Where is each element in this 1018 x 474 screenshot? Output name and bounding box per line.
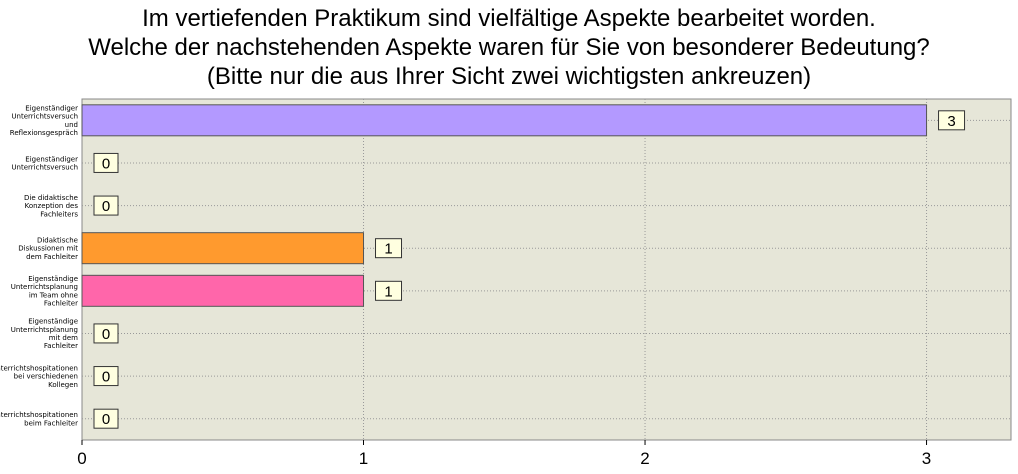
data-label: 0 xyxy=(102,155,110,172)
category-label: Unterrichtshospitationenbeim Fachleiter xyxy=(0,411,78,427)
bar xyxy=(81,232,365,265)
title-line-3: (Bitte nur die aus Ihrer Sicht zwei wich… xyxy=(206,63,812,90)
category-label: Eigenständiger Unterrichtsversuch und Refle… xyxy=(10,105,78,138)
x-tick-label: 2 xyxy=(640,449,649,468)
data-label-box xyxy=(93,323,119,344)
data-label-box xyxy=(375,280,403,301)
plot-area xyxy=(81,98,1012,441)
title-line-1: Im vertiefenden Praktikum sind vielfälti… xyxy=(142,5,876,32)
category-label: Die didaktische Konzeption des Fachleiters xyxy=(24,194,78,218)
category-label: Unterrichtshospitationenbei verschiedene… xyxy=(0,364,78,388)
data-label: 1 xyxy=(384,283,392,300)
chart-title: Im vertiefenden Praktikum sind vielfälti… xyxy=(0,4,1018,91)
data-label-box xyxy=(938,110,966,131)
data-label: 0 xyxy=(102,198,110,215)
x-tick-label: 0 xyxy=(77,449,86,468)
x-tick-label: 1 xyxy=(359,449,368,468)
data-label: 0 xyxy=(102,411,110,428)
x-tick-label: 3 xyxy=(922,449,931,468)
title-line-2: Welche der nachstehenden Aspekte waren f… xyxy=(88,34,930,61)
data-label-box xyxy=(93,195,119,216)
data-label-box xyxy=(93,366,119,387)
data-label: 3 xyxy=(947,113,955,130)
data-label-box xyxy=(375,238,403,259)
data-label-box xyxy=(93,152,119,173)
data-label: 0 xyxy=(102,369,110,386)
data-label-box xyxy=(93,408,119,429)
bar xyxy=(81,104,928,137)
category-label: Eigenständige Unterrichtsplanung im Team o… xyxy=(11,275,78,308)
category-label: Didaktische Diskussionen mit dem Fachleite… xyxy=(18,236,78,260)
data-label: 1 xyxy=(384,241,392,258)
category-label: Eigenständiger Unterrichtsversuch xyxy=(11,155,78,171)
data-label: 0 xyxy=(102,326,110,343)
category-label: Eigenständige Unterrichtsplanung mit dem Fa… xyxy=(11,318,78,351)
bar xyxy=(81,274,365,307)
